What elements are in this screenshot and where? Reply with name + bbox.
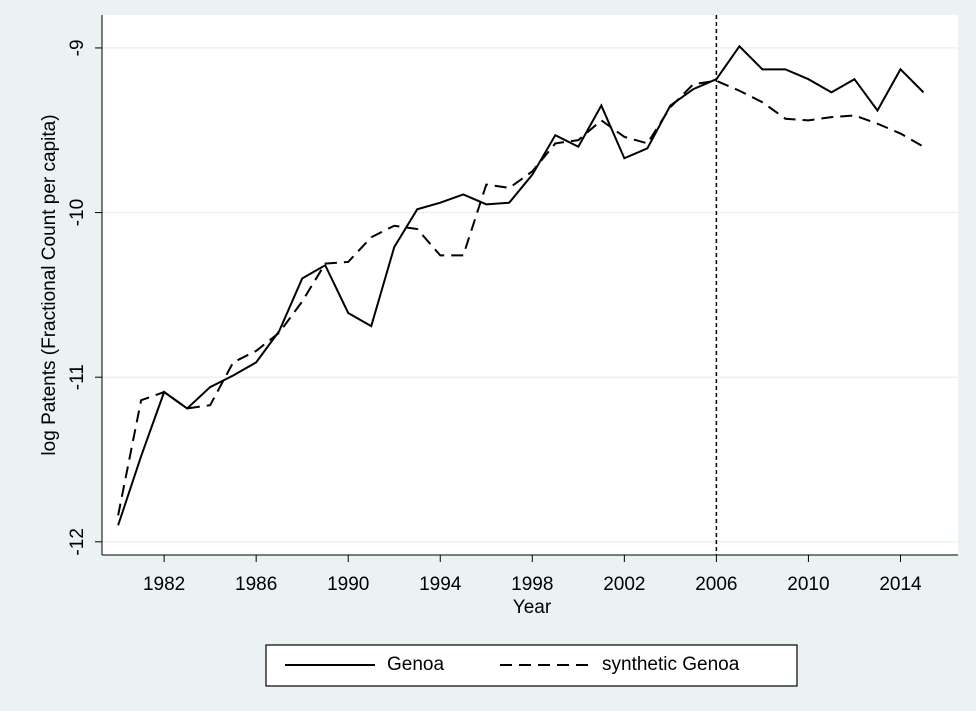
y-tick-label: -11 [67, 364, 88, 390]
x-tick-label: 2014 [879, 574, 922, 595]
y-tick-label: -9 [67, 39, 88, 56]
y-tick-label: -12 [67, 528, 88, 555]
x-axis-title: Year [513, 597, 552, 618]
series-line [117, 79, 924, 516]
x-tick-label: 1990 [327, 574, 369, 595]
y-axis-title: log Patents (Fractional Count per capita… [39, 114, 60, 455]
legend-label: synthetic Genoa [602, 654, 740, 675]
y-tick-label: -10 [67, 199, 88, 226]
legend-label: Genoa [387, 654, 444, 675]
x-tick-label: 2010 [787, 574, 829, 595]
x-tick-label: 1994 [419, 574, 462, 595]
x-tick-label: 1986 [235, 574, 277, 595]
x-tick-label: 1998 [511, 574, 553, 595]
series-line [117, 44, 925, 526]
plot-area [102, 15, 958, 555]
x-tick-label: 2006 [695, 574, 737, 595]
x-tick-label: 2002 [603, 574, 645, 595]
x-tick-label: 1982 [143, 574, 185, 595]
